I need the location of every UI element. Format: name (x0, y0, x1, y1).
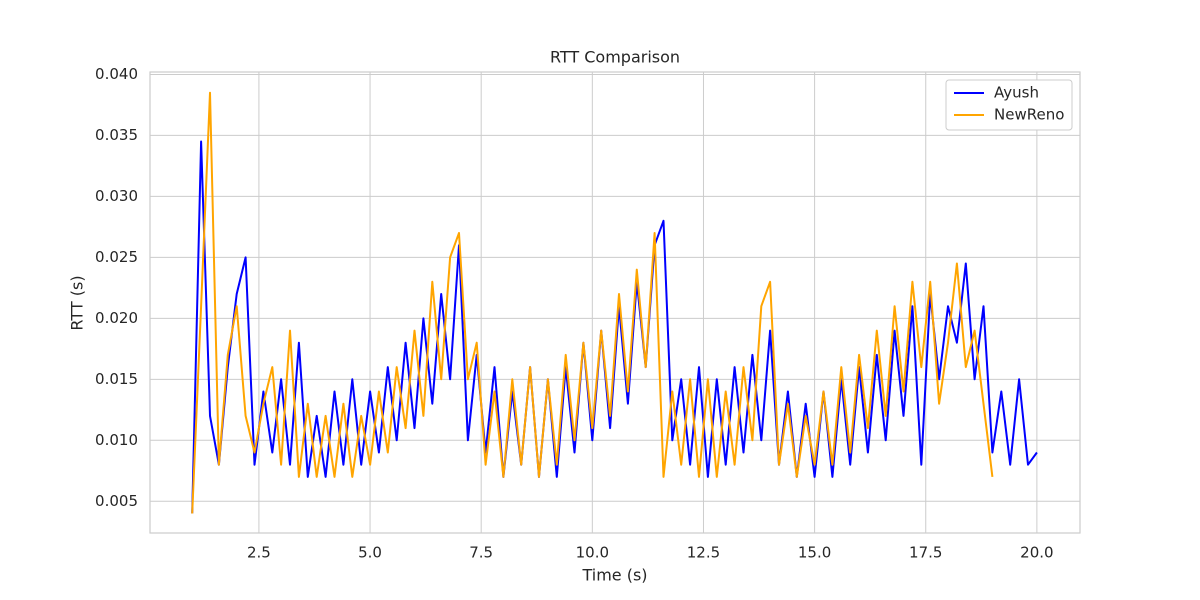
y-tick-label: 0.035 (95, 126, 138, 144)
x-tick-label: 15.0 (798, 544, 831, 562)
y-tick-label: 0.025 (95, 248, 138, 266)
plot-frame (149, 71, 1081, 534)
legend-label: Ayush (994, 84, 1039, 102)
x-tick-label: 17.5 (909, 544, 942, 562)
y-axis-label: RTT (s) (68, 275, 87, 330)
x-tick-label: 10.0 (576, 544, 609, 562)
x-tick-label: 20.0 (1020, 544, 1053, 562)
legend-label: NewReno (994, 106, 1064, 124)
y-tick-label: 0.030 (95, 187, 138, 205)
chart-title: RTT Comparison (550, 48, 680, 67)
series-line (191, 91, 994, 514)
y-tick-label: 0.040 (95, 65, 138, 83)
x-tick-label: 7.5 (469, 544, 493, 562)
x-tick-label: 5.0 (358, 544, 382, 562)
y-tick-label: 0.020 (95, 309, 138, 327)
x-tick-label: 12.5 (687, 544, 720, 562)
y-tick-label: 0.010 (95, 431, 138, 449)
x-tick-label: 2.5 (247, 544, 271, 562)
y-tick-label: 0.005 (95, 492, 138, 510)
y-tick-label: 0.015 (95, 370, 138, 388)
x-axis-label: Time (s) (581, 566, 647, 585)
legend: Ayush NewReno (945, 79, 1073, 131)
